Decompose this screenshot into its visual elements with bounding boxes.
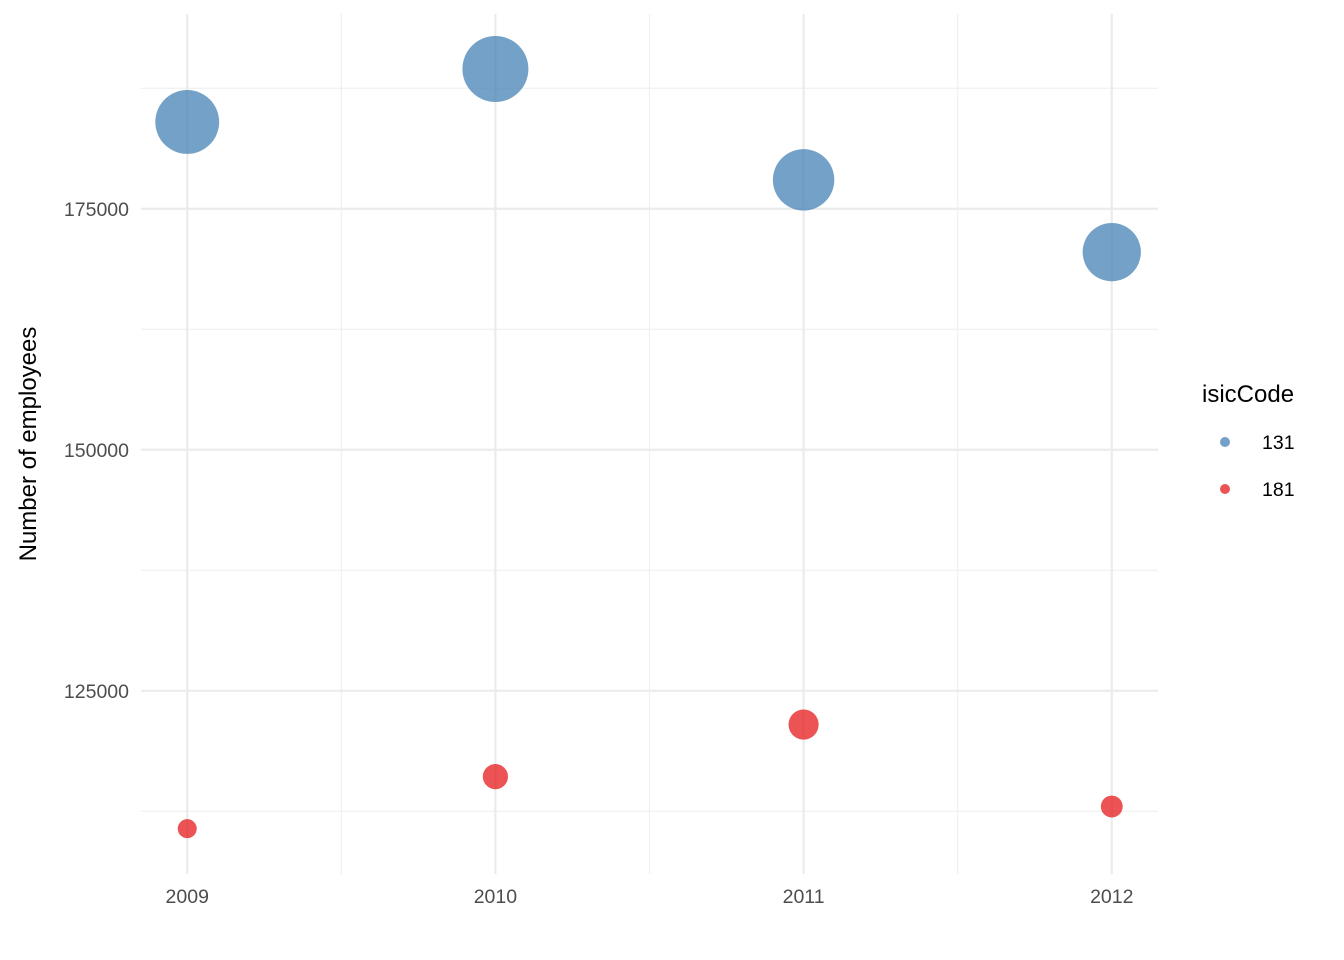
legend: isicCode 131 181: [1202, 381, 1295, 501]
y-axis-title: Number of employees: [15, 327, 42, 562]
y-axis-ticks: 125000 150000 175000: [64, 199, 129, 703]
y-tick-label: 150000: [64, 440, 129, 462]
point-isic-181: [177, 819, 197, 839]
point-isic-131: [155, 90, 220, 154]
point-isic-181: [788, 709, 819, 740]
x-axis-ticks: 2009 2010 2011 2012: [166, 886, 1134, 908]
x-tick-label: 2011: [783, 886, 825, 908]
point-isic-131: [1082, 223, 1141, 282]
point-isic-181: [1100, 795, 1123, 818]
data-points: [155, 35, 1141, 839]
x-tick-label: 2009: [166, 886, 209, 908]
legend-label: 181: [1262, 479, 1295, 501]
point-isic-131: [462, 35, 529, 102]
x-tick-label: 2010: [474, 886, 518, 908]
legend-key-181: [1220, 484, 1230, 494]
x-tick-label: 2012: [1090, 886, 1133, 908]
legend-key-131: [1220, 437, 1230, 447]
grid: [141, 14, 1158, 874]
legend-title: isicCode: [1202, 381, 1294, 408]
y-tick-label: 175000: [64, 199, 129, 221]
y-tick-label: 125000: [64, 681, 129, 703]
point-isic-181: [482, 764, 509, 790]
legend-label: 131: [1262, 432, 1295, 454]
point-isic-131: [772, 149, 835, 211]
